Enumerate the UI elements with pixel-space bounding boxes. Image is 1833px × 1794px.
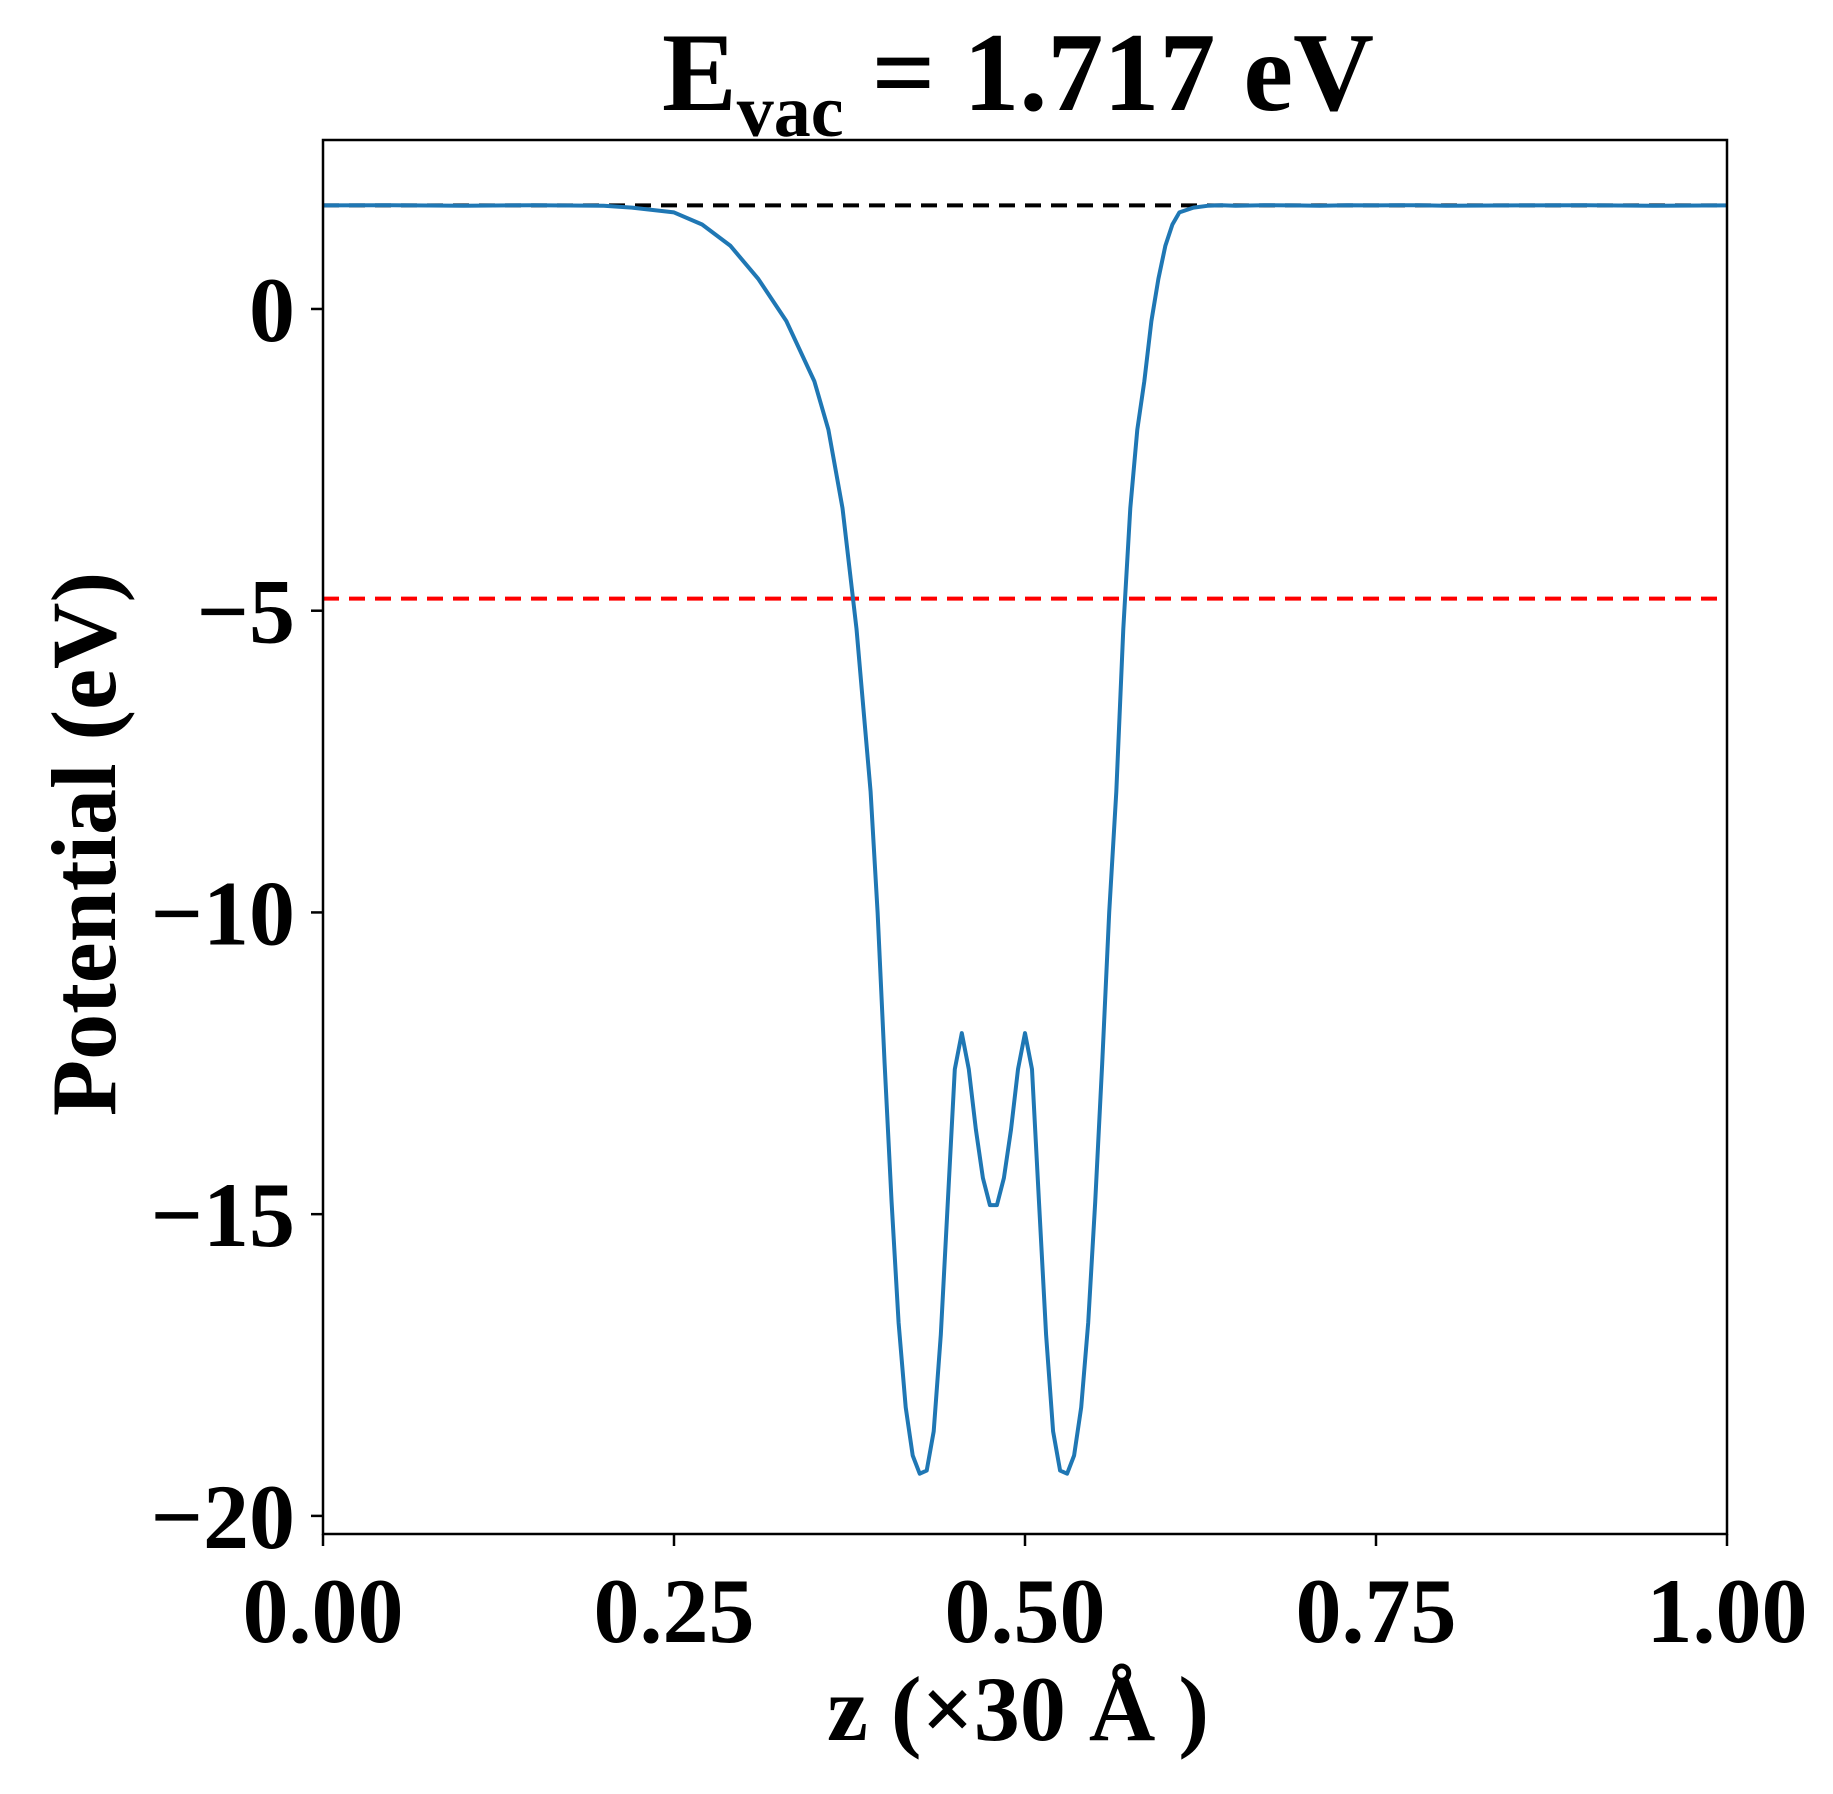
x-tick-label: 0.75 bbox=[1296, 1560, 1457, 1662]
y-tick-label: −5 bbox=[197, 561, 295, 663]
y-tick-label: −15 bbox=[151, 1164, 295, 1266]
y-axis-ticks: 0 −5 −10 −15 −20 bbox=[151, 259, 323, 1568]
x-axis-label: z (×30 Å ) bbox=[827, 1658, 1209, 1760]
x-tick-label: 0.25 bbox=[594, 1560, 755, 1662]
chart-title-main: E bbox=[662, 11, 737, 135]
x-tick-label: 0.50 bbox=[945, 1560, 1106, 1662]
series-line-0 bbox=[322, 203, 1728, 1476]
y-tick-label: 0 bbox=[249, 259, 295, 361]
x-axis-ticks: 0.00 0.25 0.50 0.75 1.00 bbox=[243, 1534, 1808, 1662]
y-tick-label: −10 bbox=[151, 862, 295, 964]
x-tick-label: 0.00 bbox=[243, 1560, 404, 1662]
y-axis-label: Potential (eV) bbox=[33, 572, 135, 1116]
x-tick-label: 1.00 bbox=[1647, 1560, 1808, 1662]
chart-title-rest: = 1.717 eV bbox=[844, 11, 1374, 135]
chart-title: Evac = 1.717 eV bbox=[662, 11, 1374, 153]
y-tick-label: −20 bbox=[151, 1466, 295, 1568]
series-group bbox=[322, 203, 1728, 1476]
